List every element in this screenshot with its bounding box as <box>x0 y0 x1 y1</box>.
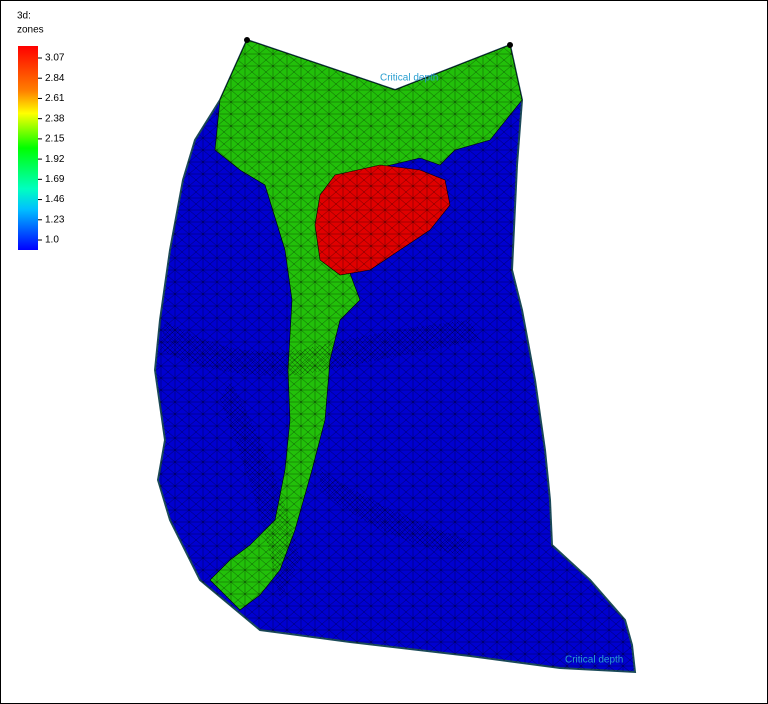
legend-tick-label: 2.15 <box>45 134 65 145</box>
legend-tick-label: 2.38 <box>45 113 65 124</box>
legend: 3d: zones 3.07 2.84 2.61 2.38 2.15 1.92 1.69 1.… <box>17 11 65 250</box>
mesh-refinement <box>160 320 480 600</box>
legend-tick-label: 2.84 <box>45 73 65 84</box>
mesh <box>153 37 637 674</box>
node <box>244 37 250 43</box>
annotation: Critical depth <box>380 73 438 84</box>
legend-title: zones <box>17 25 44 36</box>
legend-tick-label: 1.0 <box>45 235 59 246</box>
legend-tick-label: 1.46 <box>45 194 65 205</box>
legend-tick-label: 1.69 <box>45 174 65 185</box>
legend-tick-label: 1.92 <box>45 154 65 165</box>
legend-tick-label: 2.61 <box>45 93 65 104</box>
annotation: Critical depth <box>565 655 623 666</box>
node <box>507 42 513 48</box>
legend-title: 3d: <box>17 11 31 22</box>
legend-tick-label: 3.07 <box>45 53 65 64</box>
color-bar <box>18 46 38 250</box>
legend-tick-label: 1.23 <box>45 214 65 225</box>
